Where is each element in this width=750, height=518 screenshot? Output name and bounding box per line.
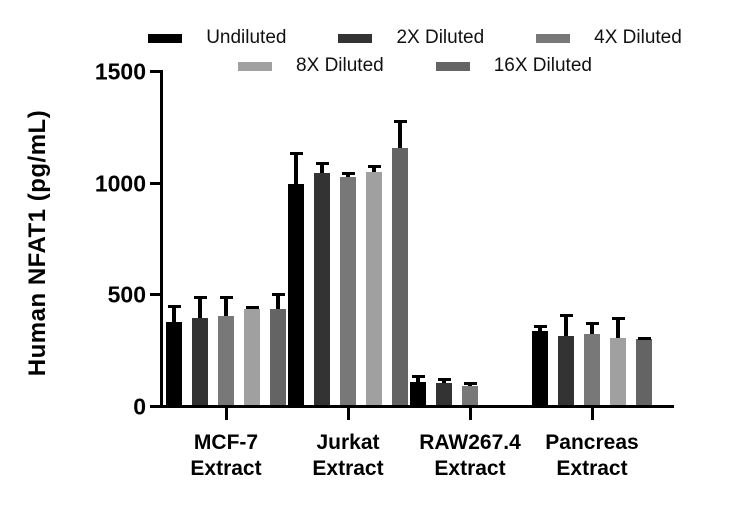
bar xyxy=(462,386,478,405)
y-tick-label: 500 xyxy=(107,281,146,308)
bar xyxy=(244,309,260,405)
legend-row-1: Undiluted 2X Diluted 4X Diluted xyxy=(80,24,750,52)
legend-item: 8X Diluted xyxy=(238,55,384,77)
bar xyxy=(340,177,356,405)
bar xyxy=(288,183,304,405)
category-label-line2: Extract xyxy=(556,457,628,480)
bar xyxy=(218,315,234,405)
legend-swatch xyxy=(435,61,470,71)
bar xyxy=(410,381,426,405)
x-axis-spine xyxy=(160,405,674,408)
error-bar-stem xyxy=(398,121,402,149)
error-bar-cap xyxy=(219,295,233,299)
y-tick xyxy=(150,181,160,185)
bar xyxy=(270,308,286,405)
legend-label: Undiluted xyxy=(206,27,287,48)
legend-label: 16X Diluted xyxy=(493,55,592,76)
legend-swatch xyxy=(536,33,571,43)
error-bar-stem xyxy=(172,305,176,323)
legend-label: 2X Diluted xyxy=(396,27,485,48)
y-tick-label: 1000 xyxy=(94,170,146,197)
error-bar-cap xyxy=(341,171,355,175)
error-bar-cap xyxy=(437,378,451,382)
x-tick xyxy=(224,408,228,420)
legend-label: 4X Diluted xyxy=(594,27,682,48)
error-bar-stem xyxy=(616,317,620,338)
error-bar-stem xyxy=(590,322,594,334)
bar xyxy=(192,317,208,405)
error-bar-cap xyxy=(585,321,599,325)
category-label-line1: RAW267.4 xyxy=(419,431,521,454)
legend-item: 16X Diluted xyxy=(435,55,592,77)
error-bar-cap xyxy=(315,161,329,165)
error-bar-cap xyxy=(533,324,547,328)
bar xyxy=(436,382,452,405)
category-label-line2: Extract xyxy=(312,457,384,480)
y-tick xyxy=(150,405,160,408)
error-bar-cap xyxy=(611,316,625,320)
category-label: Pancreas Extract xyxy=(545,430,638,482)
x-tick xyxy=(346,408,350,420)
error-bar-cap xyxy=(393,120,407,124)
bar xyxy=(166,322,182,405)
error-bar-cap xyxy=(411,374,425,378)
error-bar-stem xyxy=(538,325,542,332)
error-bar-cap xyxy=(289,151,303,155)
category-label-line2: Extract xyxy=(190,457,262,480)
bar xyxy=(584,333,600,405)
error-bar-cap xyxy=(637,336,651,340)
error-bar-stem xyxy=(294,152,298,184)
error-bar-cap xyxy=(559,313,573,317)
bar xyxy=(532,331,548,405)
error-bar-stem xyxy=(564,314,568,337)
y-tick xyxy=(150,70,160,73)
error-bar-cap xyxy=(167,304,181,308)
error-bar-stem xyxy=(276,294,280,309)
legend-item: 2X Diluted xyxy=(338,27,484,49)
category-label-line1: Pancreas xyxy=(545,431,639,454)
legend-swatch xyxy=(338,33,373,43)
chart-legend: Undiluted 2X Diluted 4X Diluted 8X Diluted… xyxy=(80,24,750,80)
error-bar-cap xyxy=(367,165,381,169)
y-tick xyxy=(150,293,160,297)
legend-swatch xyxy=(148,33,183,43)
error-bar-stem xyxy=(224,296,228,316)
bar xyxy=(314,172,330,405)
bar xyxy=(366,171,382,405)
bar xyxy=(392,148,408,405)
error-bar-cap xyxy=(463,381,477,385)
error-bar-stem xyxy=(198,296,202,318)
bar xyxy=(636,338,652,405)
x-tick xyxy=(468,408,472,420)
error-bar-cap xyxy=(245,306,259,310)
bar xyxy=(610,338,626,405)
category-label: Jurkat Extract xyxy=(312,430,383,482)
y-axis-spine xyxy=(160,70,163,408)
bar xyxy=(558,336,574,405)
error-bar-cap xyxy=(193,295,207,299)
y-tick-label: 1500 xyxy=(94,58,146,85)
category-label-line1: MCF-7 xyxy=(193,431,259,454)
y-tick-label: 0 xyxy=(133,393,146,420)
error-bar-stem xyxy=(346,172,350,178)
legend-row-2: 8X Diluted 16X Diluted xyxy=(80,52,750,80)
error-bar-cap xyxy=(271,293,285,297)
legend-label: 8X Diluted xyxy=(296,55,384,76)
legend-item: 4X Diluted xyxy=(536,27,682,49)
error-bar-stem xyxy=(416,375,420,382)
y-axis-label: Human NFAT1 (pg/mL) xyxy=(24,109,51,377)
category-label: RAW267.4 Extract xyxy=(419,430,521,482)
x-tick xyxy=(590,408,594,420)
legend-swatch xyxy=(238,61,273,71)
error-bar-stem xyxy=(372,166,376,172)
category-label-line2: Extract xyxy=(434,457,506,480)
category-label-line1: Jurkat xyxy=(316,431,380,454)
category-label: MCF-7 Extract xyxy=(190,430,261,482)
error-bar-stem xyxy=(320,162,324,173)
legend-item: Undiluted xyxy=(148,27,286,49)
